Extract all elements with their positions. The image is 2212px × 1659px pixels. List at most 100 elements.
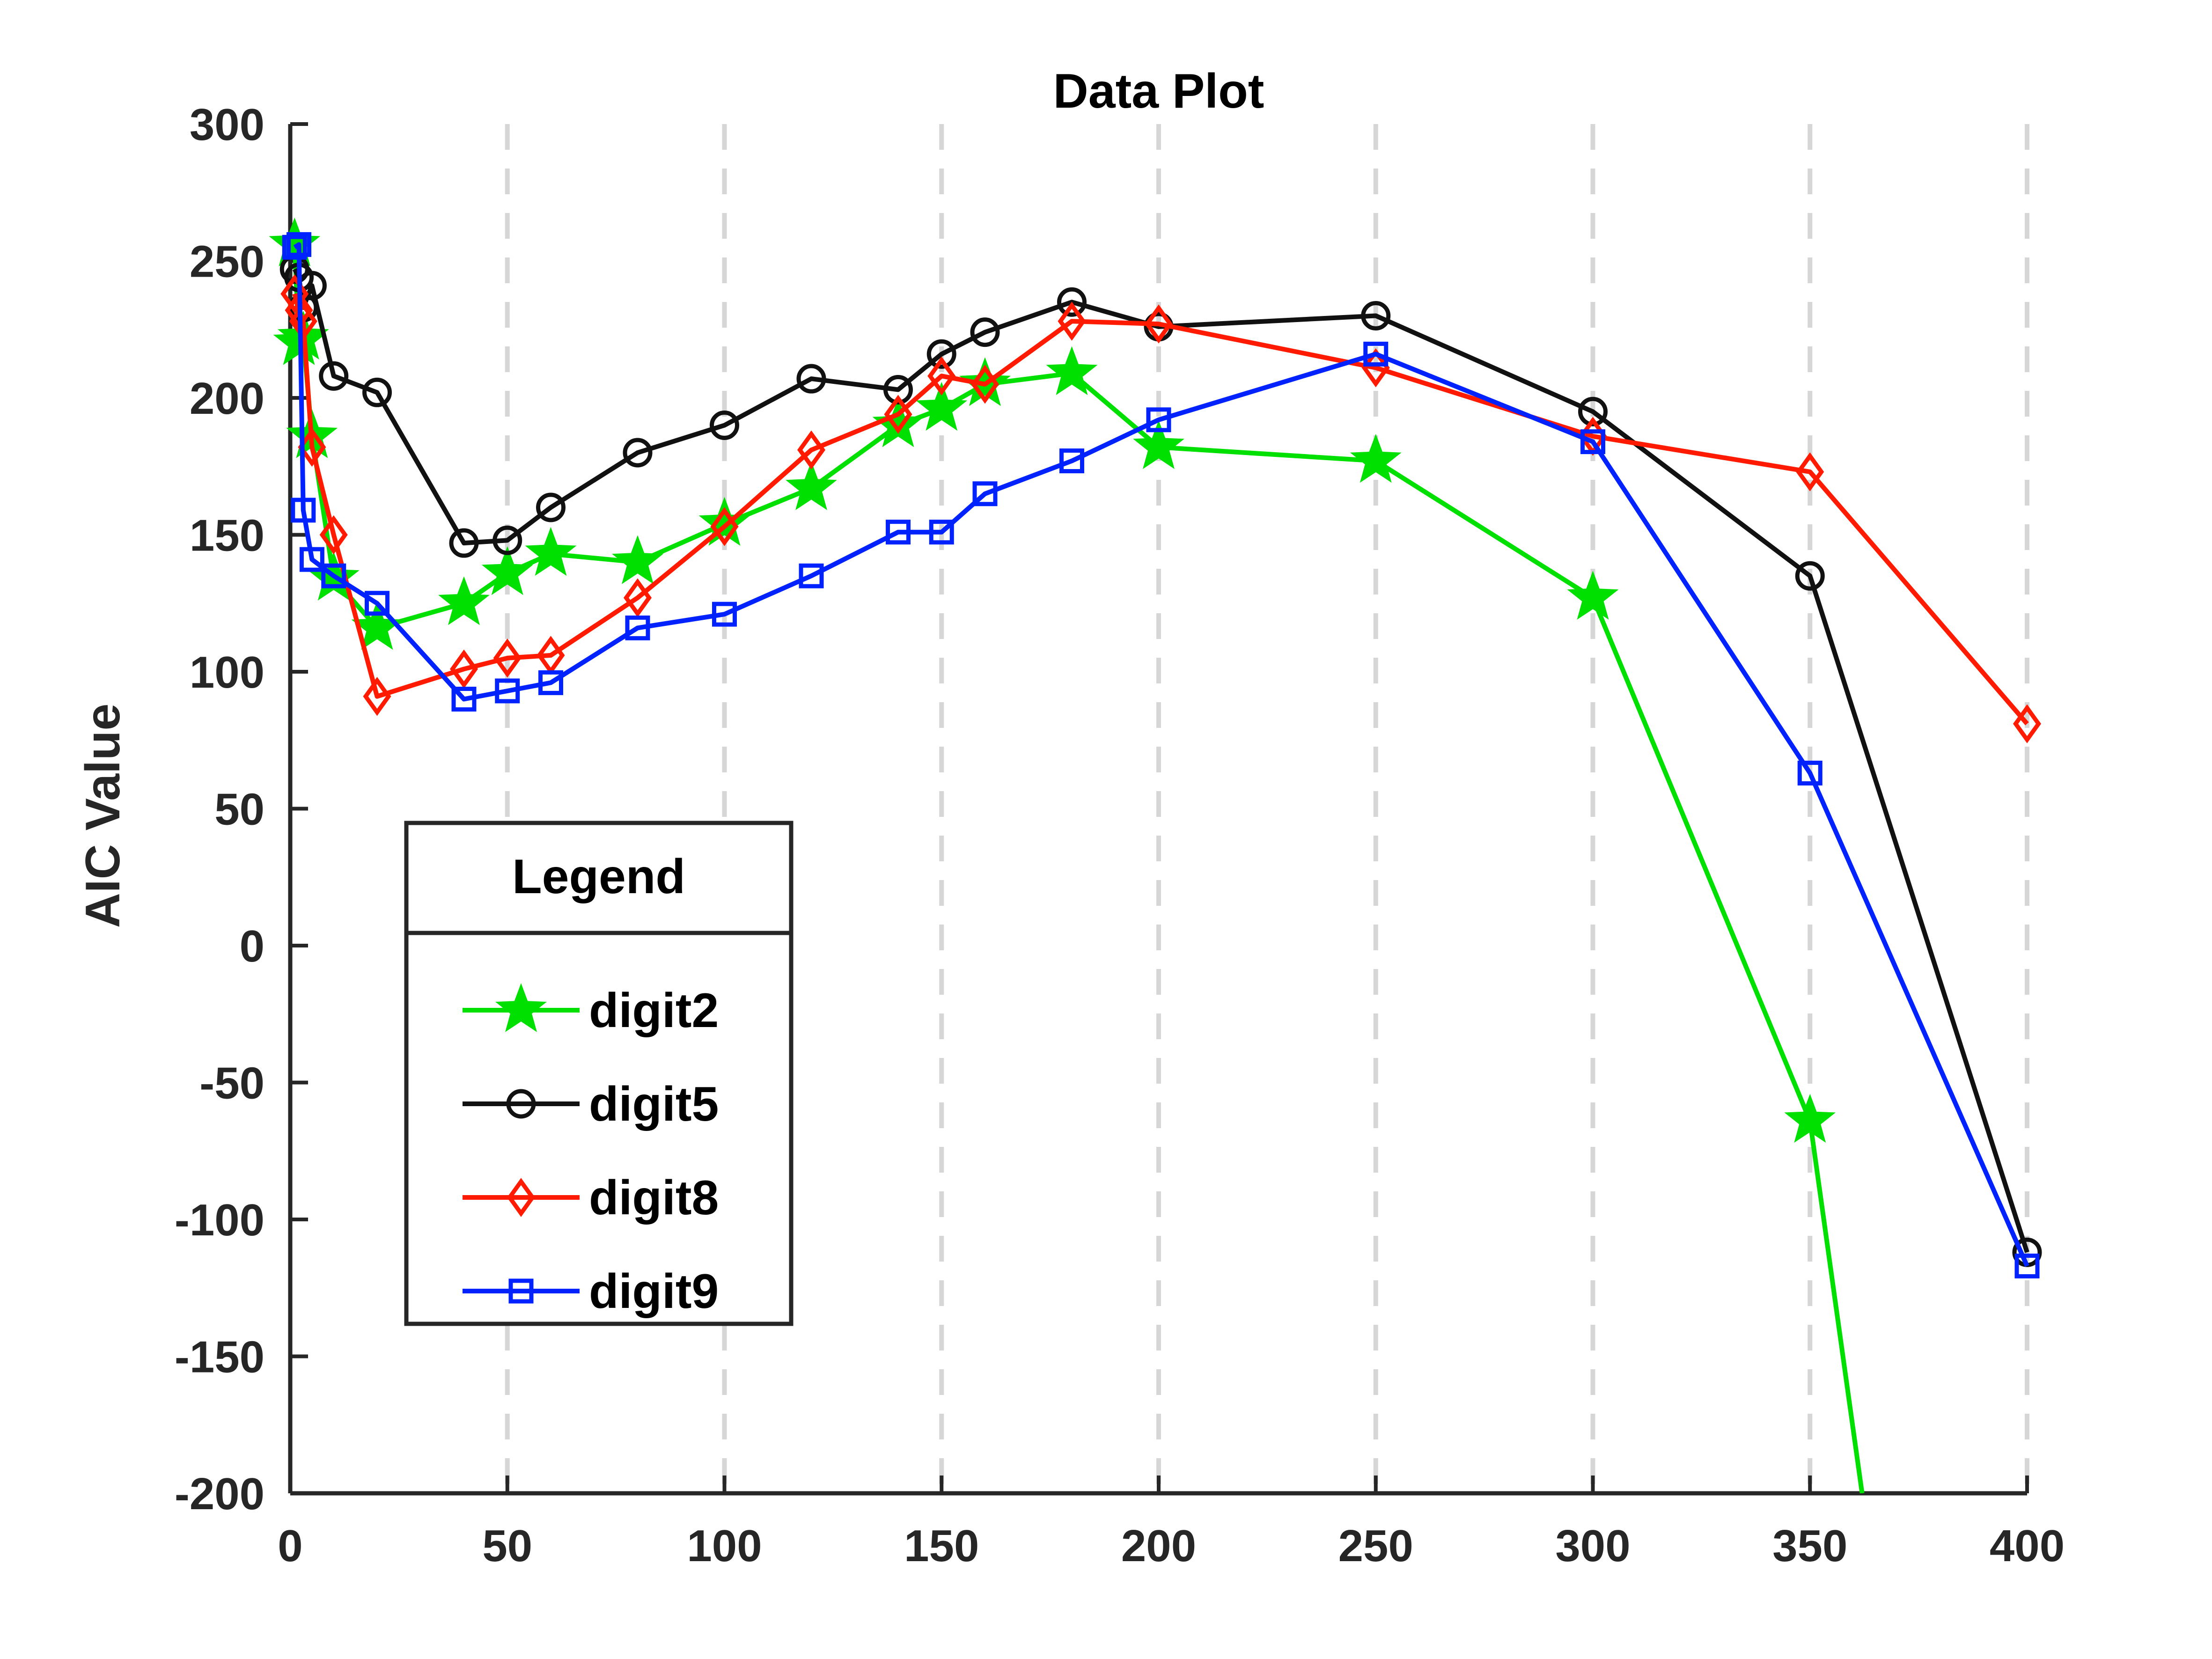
y-tick-label: 300 xyxy=(190,100,265,150)
legend-marker-diamond xyxy=(507,1178,536,1217)
data-point-digit9 xyxy=(287,232,312,257)
data-point-digit5 xyxy=(623,438,653,468)
series-layer xyxy=(269,217,2042,1493)
data-point-digit2 xyxy=(698,497,750,546)
data-point-digit5 xyxy=(710,411,739,440)
data-point-digit2 xyxy=(786,461,837,510)
data-point-digit9 xyxy=(929,520,954,545)
data-point-digit8 xyxy=(493,639,522,678)
data-point-digit8 xyxy=(319,515,348,555)
data-point-digit9 xyxy=(365,591,389,616)
data-point-digit5 xyxy=(926,339,956,369)
x-tick-label: 200 xyxy=(1121,1521,1196,1571)
data-point-digit8 xyxy=(1144,304,1173,344)
legend-entry-digit8: digit8 xyxy=(463,1171,719,1225)
legend-title: Legend xyxy=(512,850,685,904)
y-tick-label: -200 xyxy=(175,1469,265,1519)
data-point-digit9 xyxy=(712,602,737,627)
legend-label: digit5 xyxy=(589,1077,719,1131)
series-line-digit5 xyxy=(292,268,2029,1253)
data-point-digit8 xyxy=(2013,704,2042,743)
y-tick-label: 200 xyxy=(190,374,265,424)
legend-marker-circle xyxy=(506,1089,536,1119)
y-axis-label: AIC Value xyxy=(76,704,130,928)
x-tick-label: 150 xyxy=(904,1521,979,1571)
data-point-digit8 xyxy=(884,395,912,434)
data-point-digit8 xyxy=(363,676,391,716)
data-point-digit5 xyxy=(883,374,913,404)
data-point-digit8 xyxy=(710,507,739,546)
data-point-digit8 xyxy=(449,649,478,689)
data-point-digit5 xyxy=(449,528,479,558)
data-point-digit2 xyxy=(612,535,663,584)
data-point-digit8 xyxy=(797,430,826,470)
data-point-digit9 xyxy=(1580,429,1605,455)
data-point-digit5 xyxy=(796,364,826,394)
y-tick-label: 100 xyxy=(190,647,265,697)
x-tick-label: 250 xyxy=(1338,1521,1413,1571)
data-point-digit8 xyxy=(289,301,317,341)
y-tick-label: -100 xyxy=(175,1195,265,1245)
series-digit9 xyxy=(282,232,2040,1278)
data-point-digit8 xyxy=(623,578,652,617)
x-tick-label: 50 xyxy=(482,1521,532,1571)
series-line-digit8 xyxy=(292,293,2029,726)
data-point-digit2 xyxy=(438,576,490,625)
data-point-digit5 xyxy=(362,377,392,407)
x-tick-label: 300 xyxy=(1555,1521,1630,1571)
x-tick-label: 0 xyxy=(278,1521,302,1571)
y-tick-label: 0 xyxy=(240,921,265,971)
data-point-digit5 xyxy=(1795,561,1825,591)
data-point-digit9 xyxy=(282,235,307,260)
legend-entry-digit2: digit2 xyxy=(463,983,719,1038)
legend-label: digit2 xyxy=(589,984,719,1038)
data-point-digit9 xyxy=(321,563,346,588)
data-point-digit9 xyxy=(451,687,477,712)
data-point-digit9 xyxy=(538,670,563,695)
x-tick-label: 100 xyxy=(687,1521,762,1571)
data-point-digit9 xyxy=(972,481,998,507)
legend-entry-digit9: digit9 xyxy=(463,1264,719,1319)
data-point-digit8 xyxy=(970,365,999,404)
y-tick-label: -50 xyxy=(199,1058,265,1108)
legend-label: digit9 xyxy=(589,1264,719,1319)
data-point-digit5 xyxy=(319,361,349,391)
data-point-digit8 xyxy=(927,356,956,396)
data-point-digit9 xyxy=(799,563,824,588)
data-point-digit9 xyxy=(299,547,324,572)
data-point-digit8 xyxy=(1058,301,1086,341)
legend-label: digit8 xyxy=(589,1171,719,1225)
data-point-digit2 xyxy=(916,382,968,431)
data-point-digit9 xyxy=(2014,1253,2040,1278)
legend-entries: digit2 digit5 digit8 digit9 xyxy=(463,983,719,1319)
x-tick-label: 400 xyxy=(1990,1521,2065,1571)
data-point-digit9 xyxy=(1146,407,1171,433)
series-line-digit9 xyxy=(293,242,2029,1267)
data-point-digit9 xyxy=(1363,341,1389,367)
data-point-digit9 xyxy=(1059,448,1084,474)
y-tick-label: -150 xyxy=(175,1332,265,1382)
data-point-digit2 xyxy=(1133,420,1184,470)
data-point-digit9 xyxy=(1797,760,1823,785)
data-point-digit2 xyxy=(872,398,924,448)
data-point-digit5 xyxy=(492,525,522,555)
data-point-digit5 xyxy=(970,317,1000,347)
legend-marker-star xyxy=(495,983,547,1032)
data-point-digit2 xyxy=(1350,433,1402,483)
data-point-digit2 xyxy=(525,527,577,576)
x-tick-label: 350 xyxy=(1772,1521,1847,1571)
y-tick-label: 150 xyxy=(190,511,265,561)
legend-box xyxy=(404,821,794,1326)
data-point-digit5 xyxy=(536,492,566,522)
y-tick-label: 250 xyxy=(190,237,265,287)
data-point-digit9 xyxy=(495,678,520,704)
data-point-digit5 xyxy=(1578,396,1608,426)
data-point-digit9 xyxy=(625,615,650,640)
grid-lines xyxy=(505,124,2029,1493)
data-point-digit2 xyxy=(1046,346,1098,396)
chart-title: Data Plot xyxy=(1053,64,1264,118)
legend-marker-square xyxy=(508,1278,534,1304)
data-point-digit5 xyxy=(1361,301,1391,330)
